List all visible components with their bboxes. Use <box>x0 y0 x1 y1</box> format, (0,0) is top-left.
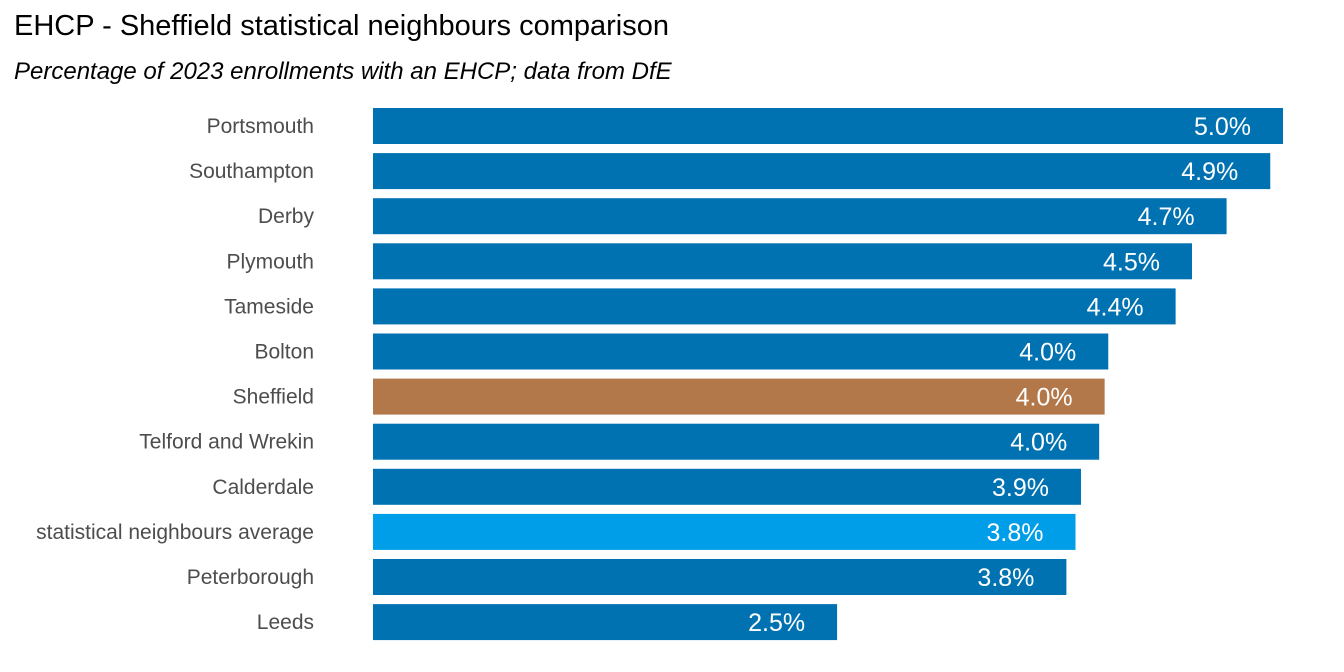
category-label-calderdale: Calderdale <box>212 476 314 499</box>
category-label-statistical-neighbours-average: statistical neighbours average <box>36 521 314 544</box>
value-label-sheffield: 4.0% <box>1016 384 1073 412</box>
value-label-derby: 4.7% <box>1138 203 1195 231</box>
bar-plymouth <box>373 243 1192 280</box>
category-label-plymouth: Plymouth <box>226 250 314 273</box>
bar-sheffield <box>373 378 1105 415</box>
chart-subtitle: Percentage of 2023 enrollments with an E… <box>14 58 672 85</box>
bar-bolton <box>373 333 1109 370</box>
value-label-tameside: 4.4% <box>1087 293 1144 321</box>
value-label-leeds: 2.5% <box>748 609 805 637</box>
category-label-sheffield: Sheffield <box>233 386 314 409</box>
bar-leeds <box>373 604 838 641</box>
category-label-bolton: Bolton <box>254 341 314 364</box>
category-label-leeds: Leeds <box>257 611 314 634</box>
bar-statistical-neighbours-average <box>373 513 1076 550</box>
value-label-bolton: 4.0% <box>1019 339 1076 367</box>
bar-calderdale <box>373 468 1081 505</box>
bar-derby <box>373 198 1227 235</box>
bar-southampton <box>373 153 1271 190</box>
bar-portsmouth <box>373 108 1283 144</box>
category-label-portsmouth: Portsmouth <box>207 115 314 138</box>
bar-tameside <box>373 288 1176 325</box>
value-label-calderdale: 3.9% <box>992 474 1049 502</box>
category-label-telford-and-wrekin: Telford and Wrekin <box>139 431 314 454</box>
value-label-telford-and-wrekin: 4.0% <box>1010 429 1067 457</box>
category-label-tameside: Tameside <box>224 295 314 318</box>
value-label-statistical-neighbours-average: 3.8% <box>987 519 1044 547</box>
category-label-derby: Derby <box>258 205 315 228</box>
bar-peterborough <box>373 559 1067 595</box>
bar-telford-and-wrekin <box>373 423 1100 460</box>
category-label-southampton: Southampton <box>189 160 314 183</box>
category-label-peterborough: Peterborough <box>187 566 314 589</box>
value-label-peterborough: 3.8% <box>977 564 1034 592</box>
chart-title: EHCP - Sheffield statistical neighbours … <box>14 10 669 42</box>
value-label-southampton: 4.9% <box>1181 158 1238 186</box>
value-label-portsmouth: 5.0% <box>1194 113 1251 141</box>
value-label-plymouth: 4.5% <box>1103 248 1160 276</box>
